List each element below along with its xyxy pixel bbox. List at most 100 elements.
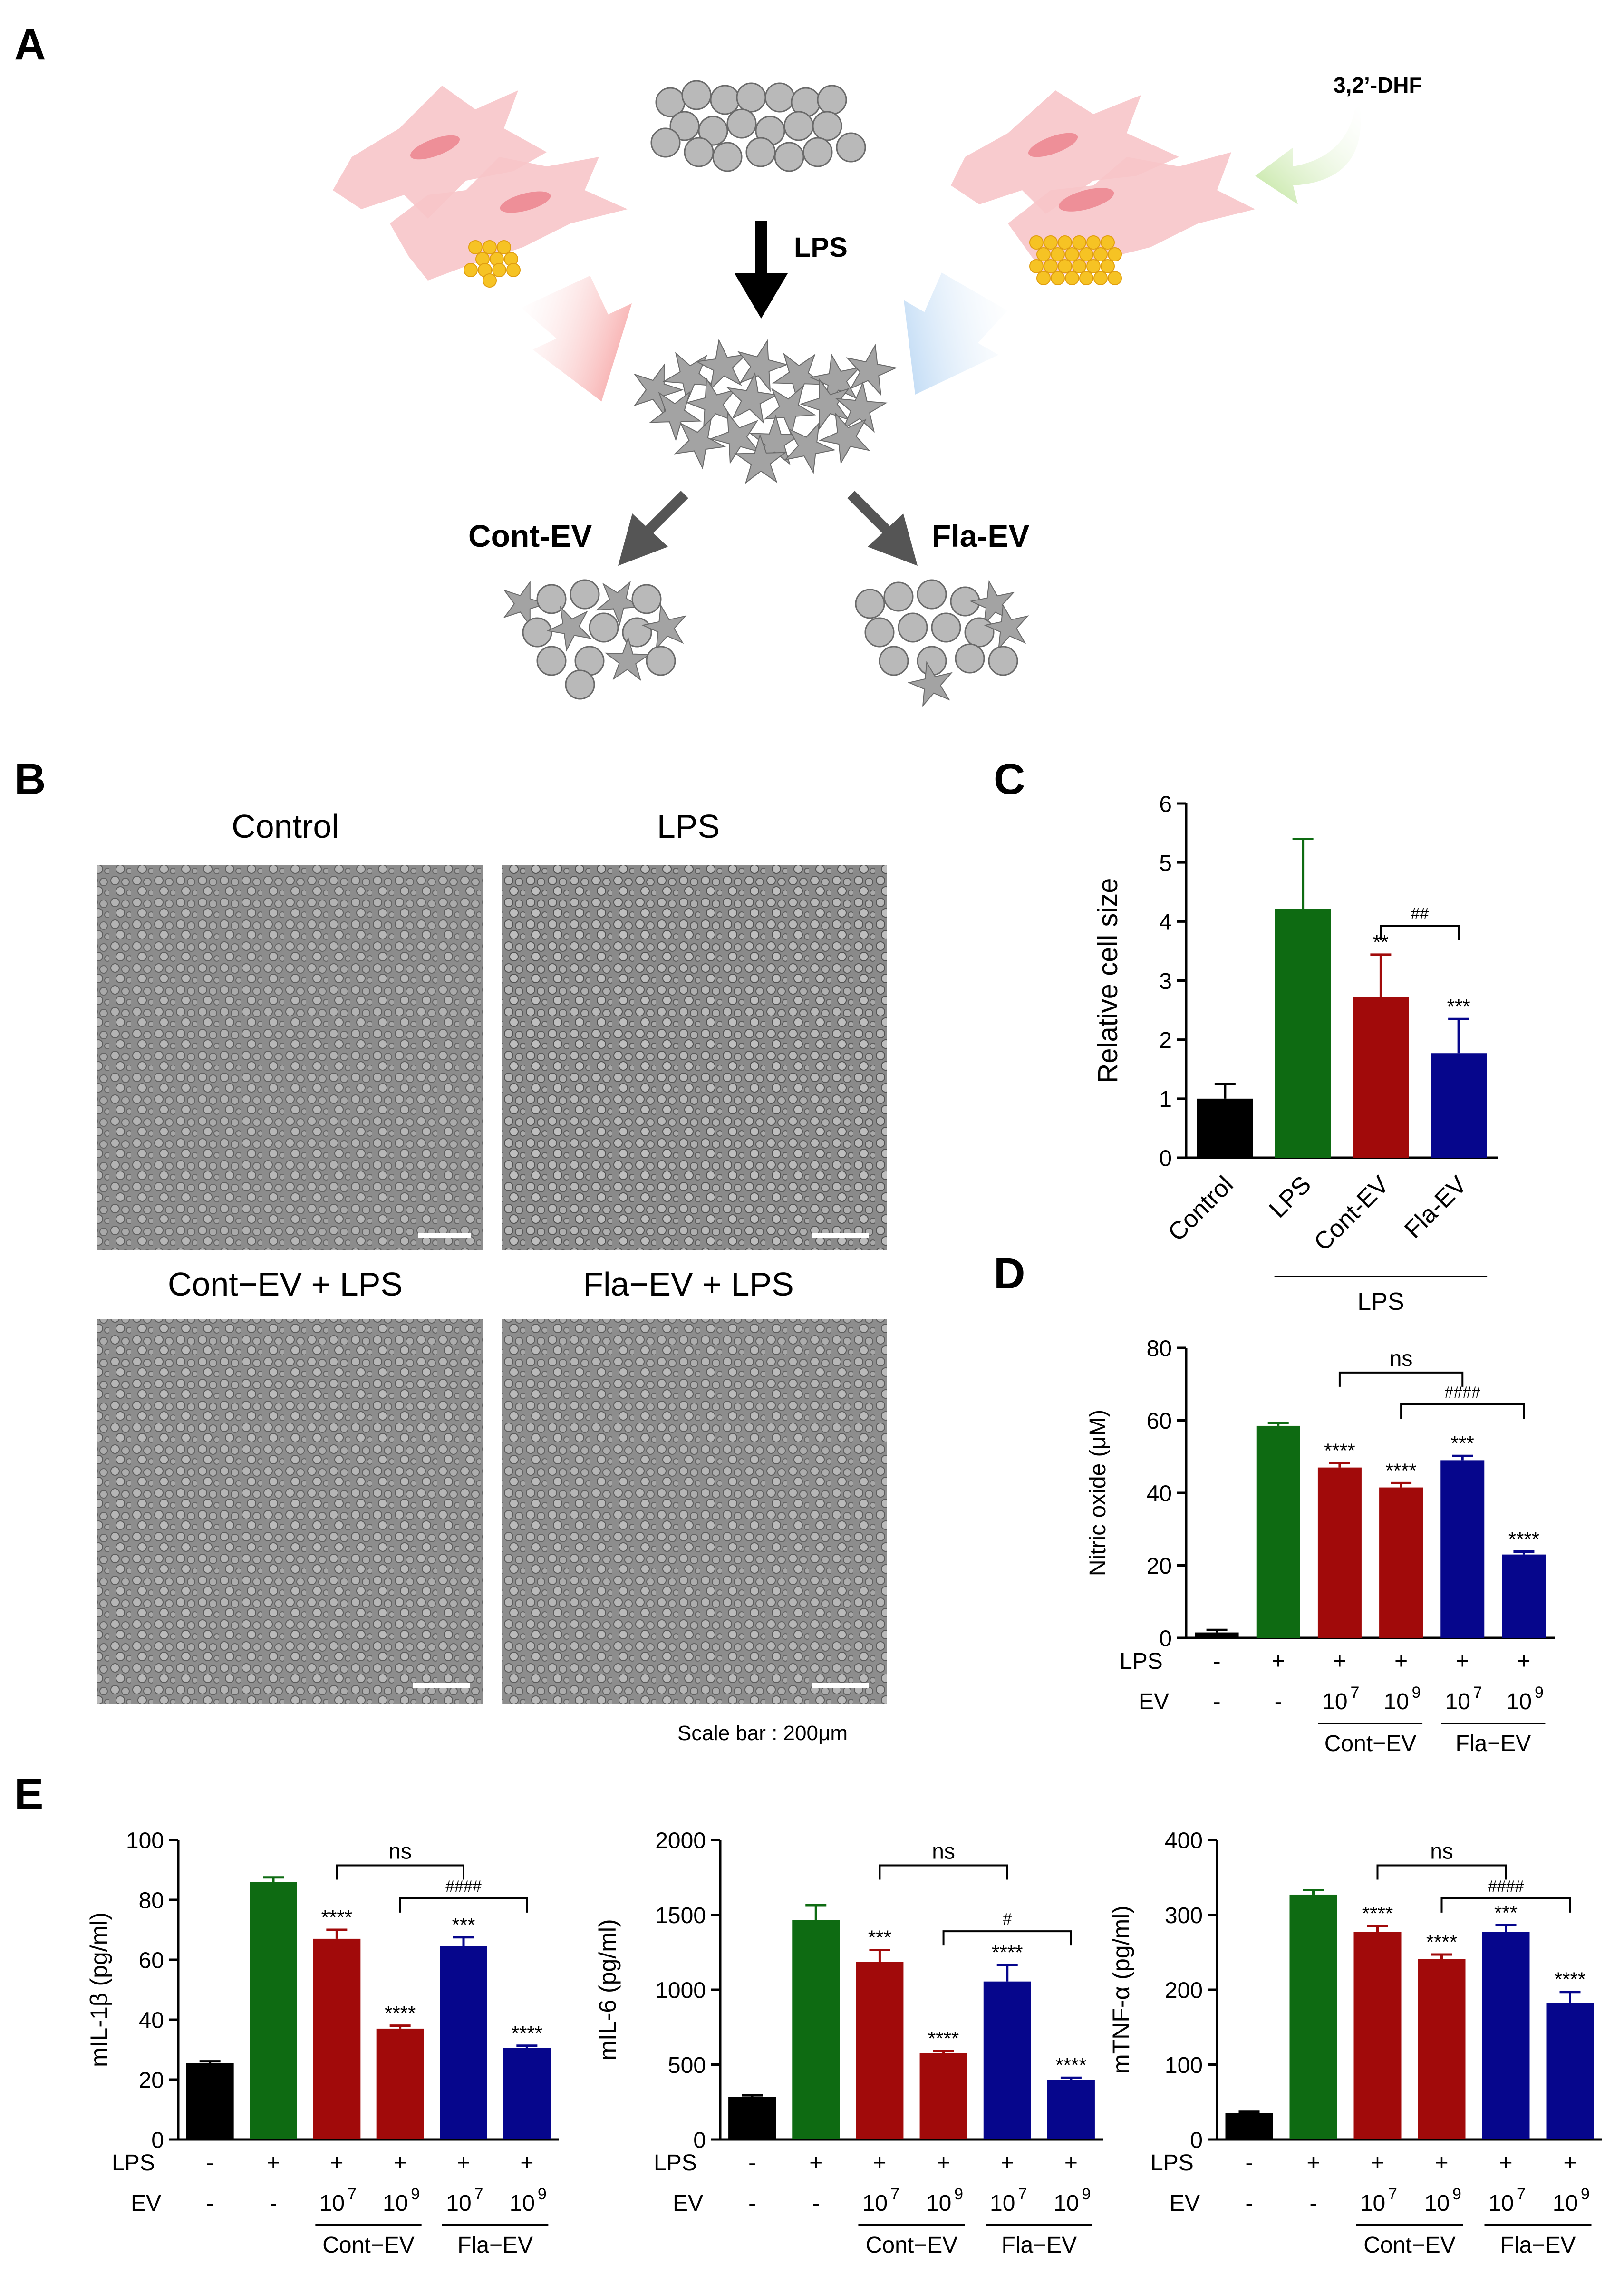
- row-label-ev: EV: [1170, 2191, 1200, 2216]
- comparison-bracket: [1380, 925, 1460, 940]
- activated-macrophage: [726, 372, 779, 424]
- ev-row-value: -: [748, 2191, 756, 2216]
- scale-bar: [812, 1683, 869, 1688]
- naive-macrophage: [745, 137, 776, 167]
- group-label: LPS: [1357, 1288, 1404, 1316]
- ev-row-value: 10: [1383, 1689, 1409, 1714]
- lps-row-sign: -: [1246, 2150, 1253, 2176]
- significance-mark: ***: [868, 1926, 891, 1949]
- vesicle: [1065, 271, 1079, 285]
- naive-macrophage: [802, 137, 833, 167]
- cont-ev-arrow-shaft: [643, 491, 688, 536]
- ev-row-value: -: [1275, 1689, 1282, 1714]
- y-tick-label: 5: [1159, 851, 1172, 876]
- significance-mark: ***: [1494, 1902, 1518, 1924]
- naive-macrophage: [681, 80, 712, 110]
- lps-row-sign: +: [520, 2150, 533, 2176]
- vesicle: [1036, 247, 1051, 261]
- activated-macrophage: [633, 363, 684, 416]
- y-axis-label: mTNF-α (pg/ml): [1108, 1906, 1134, 2074]
- naive-macrophage: [650, 127, 681, 158]
- y-tick-label: 200: [1165, 1978, 1203, 2003]
- bar: [1502, 1554, 1546, 1638]
- significance-mark: ****: [321, 1906, 352, 1928]
- vesicle: [1044, 235, 1058, 250]
- bar: [313, 1938, 361, 2139]
- lps-row-sign: +: [1456, 1649, 1469, 1674]
- y-tick-label: 80: [1147, 1336, 1172, 1361]
- ev-dose-exponent: 9: [411, 2185, 420, 2203]
- vesicle: [1093, 271, 1108, 285]
- bar: [1047, 2080, 1095, 2139]
- y-tick-label: 1000: [655, 1978, 706, 2003]
- panel-letter-b: B: [14, 755, 46, 803]
- bar: [1353, 1932, 1402, 2139]
- ev-row-value: 10: [926, 2191, 951, 2216]
- row-label-ev: EV: [131, 2191, 161, 2216]
- cont-ev-macrophage: [522, 617, 552, 648]
- ev-row-value: 10: [510, 2191, 535, 2216]
- y-tick-label: 1500: [655, 1903, 706, 1928]
- y-tick-label: 6: [1159, 792, 1172, 817]
- significance-mark: ***: [452, 1914, 475, 1936]
- vesicle: [1051, 247, 1065, 261]
- ev-row-value: 10: [1489, 2191, 1514, 2216]
- ev-row-value: 10: [1054, 2191, 1079, 2216]
- naive-macrophage: [817, 85, 847, 115]
- vesicle: [1072, 259, 1086, 273]
- y-axis-label: Nitric oxide (μM): [1085, 1410, 1111, 1576]
- row-label-lps: LPS: [654, 2150, 697, 2176]
- vesicle: [464, 263, 478, 277]
- bar: [1225, 2113, 1273, 2139]
- bar: [728, 2097, 776, 2139]
- row-label-lps: LPS: [1120, 1649, 1163, 1674]
- naive-macrophage: [774, 142, 804, 172]
- lps-arrow-shaft: [755, 221, 767, 273]
- significance-mark: ****: [1362, 1902, 1393, 1925]
- ns-bracket-label: ns: [1430, 1839, 1453, 1864]
- micrograph-lps: [502, 865, 887, 1250]
- lps-row-sign: +: [1001, 2150, 1014, 2176]
- y-axis-label: mIL-6 (pg/ml): [594, 1919, 621, 2060]
- significance-mark: ****: [1555, 1968, 1585, 1991]
- category-label: Cont-EV: [1309, 1171, 1394, 1256]
- bar: [919, 2053, 967, 2139]
- cont-ev-macrophage: [646, 646, 676, 676]
- micrograph-title-control: Control: [232, 808, 339, 845]
- fla-ev-macrophage: [864, 617, 895, 648]
- ns-bracket-label: ns: [932, 1839, 955, 1864]
- hash-bracket: [942, 1930, 1072, 1946]
- lps-row-sign: +: [1064, 2150, 1078, 2176]
- activated-macrophage: [819, 412, 870, 465]
- fla-ev-macrophage: [917, 579, 947, 610]
- panel-letter-d: D: [994, 1249, 1025, 1298]
- activated-macrophage: [772, 352, 825, 404]
- ev-dose-exponent: 7: [1388, 2185, 1397, 2203]
- activated-macrophage: [983, 603, 1029, 650]
- ns-bracket: [1338, 1371, 1464, 1387]
- vesicle: [492, 263, 506, 277]
- ev-dose-exponent: 7: [1517, 2185, 1526, 2203]
- hash-bracket-label: ####: [445, 1878, 482, 1896]
- cont-ev-branch-label: Cont-EV: [468, 518, 592, 553]
- lps-row-sign: -: [206, 2150, 214, 2176]
- y-axis-label: Relative cell size: [1092, 878, 1123, 1084]
- vesicle: [506, 263, 521, 277]
- lps-row-sign: +: [1333, 1649, 1346, 1674]
- scale-bar-note: Scale bar : 200μm: [677, 1722, 848, 1745]
- ns-bracket: [336, 1864, 464, 1880]
- ns-bracket: [1376, 1864, 1507, 1880]
- vesicle: [1086, 259, 1101, 273]
- cell-nucleus: [500, 191, 551, 213]
- activated-macrophage: [709, 411, 760, 465]
- fla-ev-macrophage: [964, 617, 995, 648]
- significance-mark: ***: [1447, 995, 1470, 1017]
- ev-row-value: 10: [319, 2191, 345, 2216]
- y-tick-label: 0: [1190, 2128, 1203, 2153]
- vesicle: [1079, 247, 1093, 261]
